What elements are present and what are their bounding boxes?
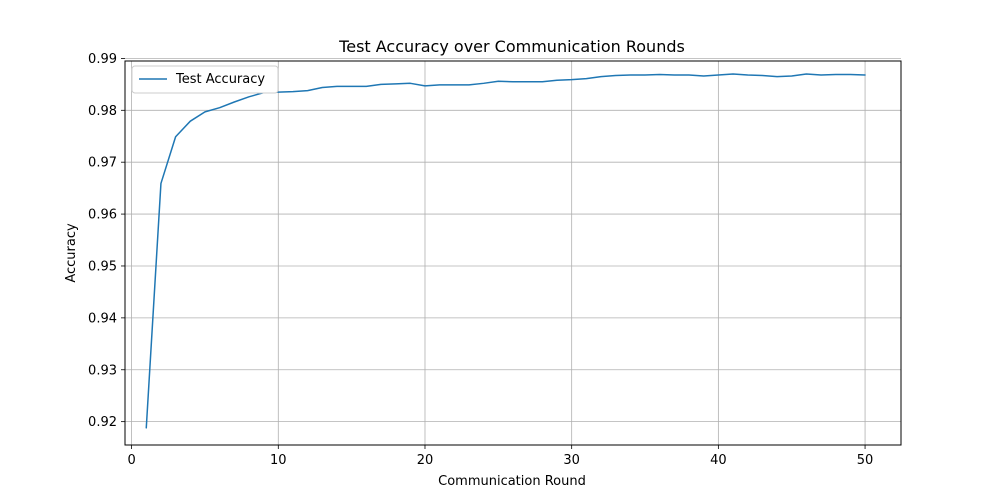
x-tick-label: 50 <box>857 453 874 468</box>
x-axis-ticks: 0 10 20 30 40 50 <box>127 445 873 468</box>
y-tick-label: 0.94 <box>88 311 117 326</box>
y-tick-label: 0.92 <box>88 415 117 430</box>
legend-box <box>131 65 279 94</box>
y-tick-label: 0.97 <box>88 156 117 171</box>
y-tick-label: 0.93 <box>88 363 117 378</box>
legend-label-test-accuracy: Test Accuracy <box>175 72 265 87</box>
x-tick-label: 30 <box>563 453 580 468</box>
y-tick-label: 0.96 <box>88 208 117 223</box>
x-tick-label: 10 <box>270 453 287 468</box>
x-tick-label: 0 <box>127 453 135 468</box>
x-axis-label: Communication Round <box>438 474 586 489</box>
grid-lines <box>125 58 901 445</box>
plot-area <box>124 60 902 446</box>
x-tick-label: 40 <box>710 453 727 468</box>
legend: Test Accuracy <box>131 65 279 94</box>
x-tick-label: 20 <box>417 453 434 468</box>
y-axis-ticks: 0.92 0.93 0.94 0.95 0.96 0.97 0.98 0.99 <box>88 52 125 430</box>
y-axis-label: Accuracy <box>64 223 79 283</box>
y-tick-label: 0.95 <box>88 259 117 274</box>
series-line-test-accuracy <box>145 73 866 429</box>
y-tick-label: 0.99 <box>88 52 117 67</box>
chart-title: Test Accuracy over Communication Rounds <box>338 37 685 56</box>
y-tick-label: 0.98 <box>88 104 117 119</box>
